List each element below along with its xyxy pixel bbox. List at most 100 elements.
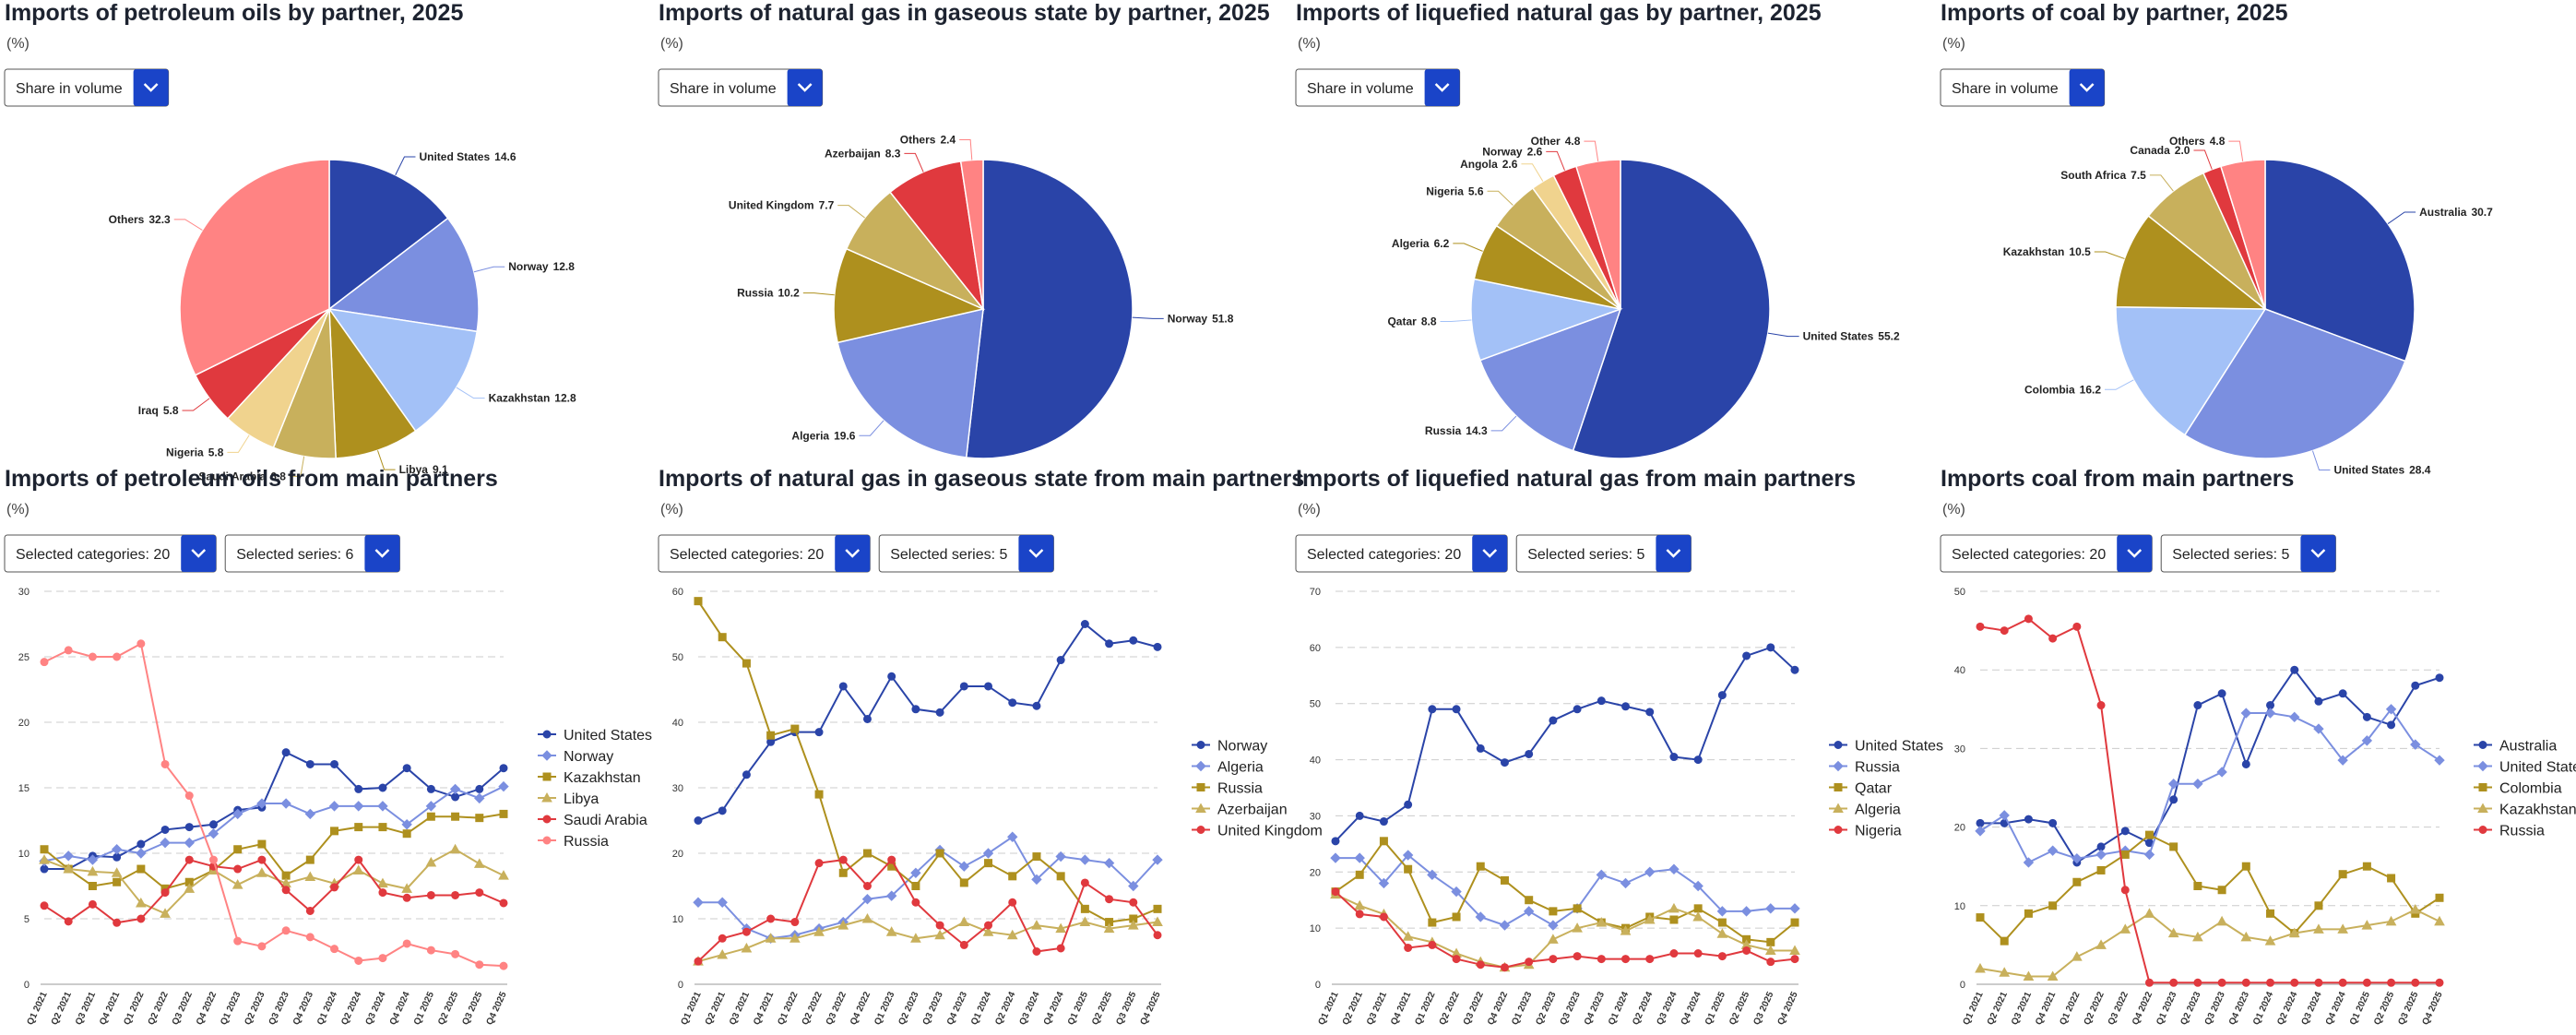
legend-item[interactable]: United States	[1829, 739, 1943, 755]
x-tick-label: Q3 2021	[1365, 990, 1389, 1027]
slice-name: Other	[1531, 135, 1561, 148]
legend-item[interactable]: Kazakhstan	[538, 770, 641, 786]
legend-item[interactable]: Saudi Arabia	[538, 813, 647, 828]
data-point	[1196, 783, 1205, 791]
x-tick-label: Q1 2021	[1962, 990, 1986, 1027]
dropdown[interactable]: Selected series: 5	[2160, 534, 2336, 573]
data-point	[935, 849, 944, 858]
slice-label: Angola 2.6	[1460, 158, 1518, 171]
dropdown[interactable]: Selected categories: 20	[1295, 534, 1508, 573]
data-point	[111, 844, 123, 855]
legend-item[interactable]: Qatar	[1829, 781, 1893, 797]
x-tick-label: Q2 2025	[1090, 990, 1114, 1027]
data-point	[2024, 815, 2033, 824]
dropdown[interactable]: Share in volume	[1295, 68, 1461, 107]
dropdown-button	[2117, 535, 2153, 572]
dropdown[interactable]: Selected categories: 20	[1940, 534, 2153, 573]
chart-subtitle: (%)	[1942, 36, 1965, 52]
slice-name: Norway	[508, 260, 549, 273]
dropdown[interactable]: Selected categories: 20	[658, 534, 871, 573]
slice-value: 6.8	[270, 470, 286, 482]
data-point	[2362, 978, 2371, 987]
legend-item[interactable]: Algeria	[1192, 760, 1264, 776]
legend-item[interactable]: United States	[538, 728, 652, 744]
data-point	[1717, 952, 1727, 961]
dropdown-button	[2069, 69, 2105, 106]
legend-item[interactable]: Colombia	[2474, 781, 2562, 797]
dropdown-label: Share in volume	[1952, 81, 2059, 97]
dropdown[interactable]: Selected series: 5	[1515, 534, 1692, 573]
data-point	[934, 929, 945, 940]
chart-subtitle: (%)	[1298, 502, 1321, 518]
slice-value: 32.3	[148, 213, 171, 226]
data-point	[1790, 955, 1799, 964]
x-tick-label: Q3 2021	[2010, 990, 2034, 1027]
dropdown[interactable]: Selected series: 6	[224, 534, 400, 573]
legend-item[interactable]: Russia	[2474, 824, 2545, 839]
series-line	[43, 848, 505, 915]
data-point	[184, 823, 194, 832]
data-point	[935, 921, 944, 930]
dropdown[interactable]: Selected categories: 20	[4, 534, 217, 573]
series-line	[44, 751, 505, 871]
data-point	[2192, 779, 2203, 790]
data-point	[1548, 920, 1559, 931]
data-point	[63, 863, 75, 874]
data-point	[1105, 895, 1114, 904]
data-point	[1833, 760, 1844, 772]
legend-item[interactable]: Azerbaijan	[1192, 803, 1288, 818]
series-line	[1980, 668, 2440, 864]
legend-item[interactable]: United States	[2474, 760, 2576, 776]
data-point	[542, 772, 552, 781]
x-tick-label: Q1 2025	[2348, 990, 2372, 1027]
leader-line	[377, 450, 396, 470]
y-tick-label: 60	[672, 587, 683, 598]
dropdown[interactable]: Share in volume	[658, 68, 824, 107]
series-line	[697, 623, 1158, 822]
data-point	[160, 759, 170, 768]
slice-name: Others	[109, 213, 145, 226]
x-tick-label: Q3 2022	[2107, 990, 2131, 1027]
slice-name: Iraq	[138, 404, 159, 417]
data-point	[2314, 696, 2323, 706]
slice-label: Australia 30.7	[2419, 206, 2493, 219]
legend-item[interactable]: Russia	[1192, 781, 1263, 797]
slice-value: 12.8	[553, 260, 576, 273]
data-point	[1129, 636, 1138, 645]
y-tick-label: 5	[24, 914, 30, 925]
x-tick-label: Q2 2022	[2083, 990, 2107, 1027]
legend-item[interactable]: Norway	[538, 749, 613, 765]
data-point	[2096, 865, 2106, 874]
legend-item[interactable]: Russia	[538, 834, 609, 850]
data-point	[449, 843, 461, 854]
legend-item[interactable]: Algeria	[1829, 803, 1901, 818]
legend-item[interactable]: Kazakhstan	[2474, 803, 2576, 818]
legend-item[interactable]: Nigeria	[1829, 824, 1902, 839]
data-point	[1331, 837, 1340, 846]
data-point	[838, 855, 848, 864]
series	[1331, 887, 1799, 972]
dropdown[interactable]: Selected series: 5	[878, 534, 1054, 573]
legend-item[interactable]: Russia	[1829, 760, 1900, 776]
data-point	[2023, 857, 2035, 868]
chart-title: Imports coal from main partners	[1941, 466, 2294, 492]
legend-item[interactable]: Norway	[1192, 739, 1267, 755]
dropdown[interactable]: Share in volume	[1940, 68, 2106, 107]
x-tick-label: Q3 2022	[1462, 990, 1486, 1027]
data-point	[2409, 904, 2421, 914]
data-point	[2217, 886, 2226, 895]
data-point	[861, 912, 873, 923]
data-point	[135, 897, 147, 908]
legend-item[interactable]: United Kingdom	[1192, 824, 1323, 839]
series-line	[1335, 853, 1795, 927]
data-point	[63, 851, 74, 862]
data-point	[2385, 915, 2397, 926]
x-tick-label: Q3 2022	[825, 990, 849, 1027]
x-tick-label: Q1 2025	[412, 990, 436, 1027]
leader-line	[837, 205, 865, 219]
legend-item[interactable]: Libya	[538, 791, 599, 807]
slice-value: 2.4	[940, 134, 956, 147]
data-point	[1354, 852, 1365, 863]
legend-item[interactable]: Australia	[2474, 739, 2557, 755]
dropdown[interactable]: Share in volume	[4, 68, 170, 107]
